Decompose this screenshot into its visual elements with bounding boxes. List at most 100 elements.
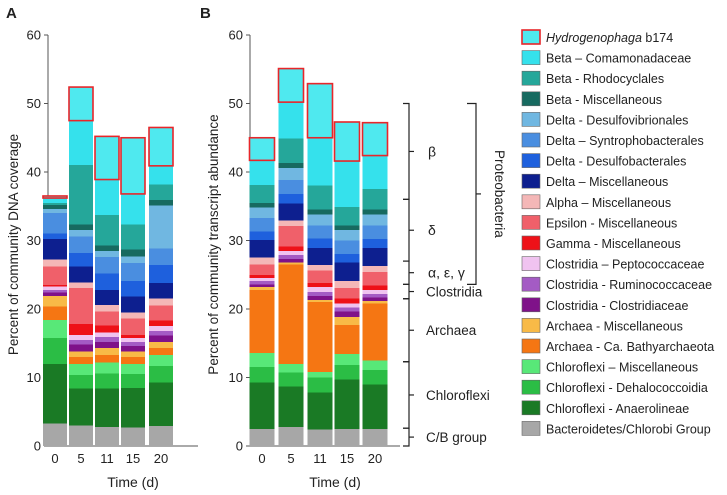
y-tick-label: 60 (229, 28, 243, 43)
legend-swatch (521, 421, 541, 436)
legend-entry: Beta – Comamonadaceae (546, 52, 691, 66)
bar-segment (95, 311, 119, 326)
legend-swatch (521, 338, 541, 354)
bar-segment (69, 335, 93, 340)
bar-segment (121, 312, 145, 319)
bar-segment (69, 344, 93, 352)
y-tick-label: 60 (27, 28, 41, 43)
bar-segment (69, 282, 93, 288)
bar-segment (249, 289, 275, 353)
bar-segment (334, 240, 360, 255)
annotation-label: Proteobacteria (492, 150, 507, 238)
bar-segment (149, 282, 173, 299)
bar-segment (249, 287, 275, 290)
legend-entry: Clostridia - Ruminococcaceae (546, 278, 712, 292)
bar-segment (362, 214, 388, 226)
bar-segment (249, 202, 275, 208)
annotation-label: δ (428, 222, 436, 238)
bar-segment (307, 392, 333, 430)
legend-swatch (521, 29, 541, 45)
legend-entry: Alpha – Miscellaneous (546, 196, 671, 210)
bar-segment (42, 195, 68, 199)
legend-swatch (521, 318, 541, 333)
bar-segment (362, 293, 388, 298)
bar-segment (277, 67, 305, 103)
bar-segment (121, 387, 145, 428)
bar-segment (362, 303, 388, 361)
y-tick-label: 50 (27, 96, 41, 111)
bar-segment (307, 265, 333, 271)
bar-segment (43, 204, 67, 209)
x-tick-label: 15 (340, 451, 354, 466)
bar-segment (334, 324, 360, 355)
bar-segment (43, 286, 67, 290)
bar-segment (69, 356, 93, 364)
bar-segment (95, 273, 119, 290)
bar-segment (334, 287, 360, 299)
bar-segment (121, 337, 145, 342)
legend-entry: Clostridia – Peptococcaceae (546, 258, 704, 272)
legend-entry: Chloroflexi – Miscellaneous (546, 361, 698, 375)
bar-segment (95, 245, 119, 251)
bar-segment (69, 324, 93, 336)
bar-segment (278, 264, 304, 364)
x-tick-label: 0 (258, 451, 265, 466)
legend-entry: Archaea - Miscellaneous (546, 319, 683, 333)
bar-segment (95, 341, 119, 349)
bar-segment (307, 238, 333, 249)
bar-segment (95, 256, 119, 274)
legend-swatch (521, 112, 541, 127)
bar-segment (278, 180, 304, 194)
bar-segment (249, 367, 275, 383)
bar-segment (43, 306, 67, 320)
legend-entry: Delta - Desulfobacterales (546, 155, 686, 169)
y-tick-label: 30 (27, 233, 41, 248)
bar-segment (362, 285, 388, 290)
bar-segment (68, 86, 94, 122)
bar-segment (249, 280, 275, 285)
bar-segment (149, 348, 173, 355)
bar-segment (121, 193, 145, 225)
legend-entry: Beta - Rhodocyclales (546, 72, 664, 86)
bar-segment (149, 320, 173, 327)
bar-segment (69, 425, 93, 446)
bracket (403, 198, 410, 262)
legend-swatch (521, 91, 541, 107)
legend-entry: Beta - Miscellaneous (546, 93, 662, 107)
bar-segment (69, 363, 93, 375)
x-tick-label: 20 (154, 451, 168, 466)
bar-segment (278, 163, 304, 168)
legend-entry: Archaea - Ca. Bathyarchaeota (546, 340, 714, 354)
legend-swatch (521, 173, 541, 189)
bar-segment (43, 423, 67, 446)
y-tick-label: 20 (27, 302, 41, 317)
bar-segment (278, 363, 304, 373)
bar-segment (307, 270, 333, 283)
bar-segment (362, 209, 388, 215)
bar-segment (307, 185, 333, 210)
bar-segment (69, 224, 93, 231)
legend-swatch (521, 132, 541, 148)
bar-segment (69, 165, 93, 225)
legend-entry: Clostridia - Clostridiaceae (546, 299, 688, 313)
bar-segment (95, 289, 119, 305)
x-tick-label: 15 (126, 451, 140, 466)
bar-segment (121, 374, 145, 388)
bar-segment (43, 292, 67, 296)
bar-segment (307, 377, 333, 393)
legend-swatch (521, 153, 541, 168)
bar-segment (334, 317, 360, 325)
bar-segment (249, 257, 275, 265)
bar-segment (149, 205, 173, 249)
bar-segment (307, 300, 333, 303)
bar-segment (278, 226, 304, 247)
bar-segment (307, 295, 333, 301)
bar-segment (248, 136, 276, 162)
bar-segment (306, 82, 334, 139)
bar-segment (278, 203, 304, 221)
bracket (403, 102, 410, 200)
bar-segment (43, 259, 67, 267)
bar-segment (361, 121, 389, 157)
bar-segment (149, 248, 173, 266)
